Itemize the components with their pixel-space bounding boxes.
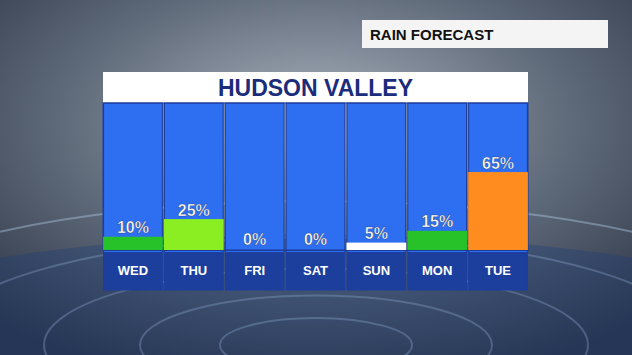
data-label: 15% (421, 213, 453, 230)
chart: RAIN FORECAST HUDSON VALLEY 10% 25% 0% 0% 5% 15… (0, 0, 632, 355)
bar (409, 232, 466, 250)
data-label: 5% (365, 225, 388, 242)
data-label: 0% (304, 231, 327, 248)
column-panel (104, 103, 163, 290)
subtitle: RAIN FORECAST (370, 26, 493, 43)
column-panel (469, 103, 528, 290)
x-tick: TUE (485, 250, 511, 278)
label-band (104, 252, 163, 290)
x-tick-label: MON (422, 263, 452, 278)
column-panel (347, 103, 406, 290)
x-tick: WED (118, 250, 148, 278)
column-panel (286, 103, 345, 290)
x-tick-label: FRI (244, 263, 265, 278)
x-tick-label: SUN (363, 263, 390, 278)
x-tick: SUN (363, 250, 390, 278)
label-band (225, 252, 284, 290)
title-box (103, 72, 528, 103)
title: HUDSON VALLEY (218, 75, 413, 101)
label-band (164, 252, 223, 290)
x-tick-label: THU (180, 263, 207, 278)
bar (105, 238, 162, 250)
data-label: 65% (482, 155, 514, 172)
plot-frame (103, 103, 528, 250)
bar (470, 174, 527, 250)
column-panel (164, 103, 223, 290)
x-tick: SAT (303, 250, 328, 278)
columns (104, 103, 528, 290)
label-band (408, 252, 467, 290)
bar (348, 244, 405, 250)
data-label: 25% (178, 202, 210, 219)
radar-disc (0, 235, 632, 355)
bar (287, 249, 344, 251)
label-band (469, 252, 528, 290)
x-tick: MON (422, 250, 452, 278)
x-tick-label: TUE (485, 263, 511, 278)
subtitle-box (362, 20, 608, 48)
column-panel (408, 103, 467, 290)
x-tick-label: WED (118, 263, 148, 278)
x-tick-label: SAT (303, 263, 328, 278)
x-axis-line (104, 250, 529, 251)
column-panel (225, 103, 284, 290)
x-tick: THU (180, 250, 207, 278)
label-band (347, 252, 406, 290)
data-label: 0% (243, 231, 266, 248)
bars (105, 174, 527, 250)
data-labels: 10% 25% 0% 0% 5% 15% 65% (117, 155, 514, 248)
label-band (286, 252, 345, 290)
x-axis: WED THU FRI SAT SUN MON TUE (104, 250, 529, 278)
x-tick: FRI (244, 250, 265, 278)
data-label: 10% (117, 219, 149, 236)
bar (165, 221, 222, 250)
bar (226, 249, 283, 251)
